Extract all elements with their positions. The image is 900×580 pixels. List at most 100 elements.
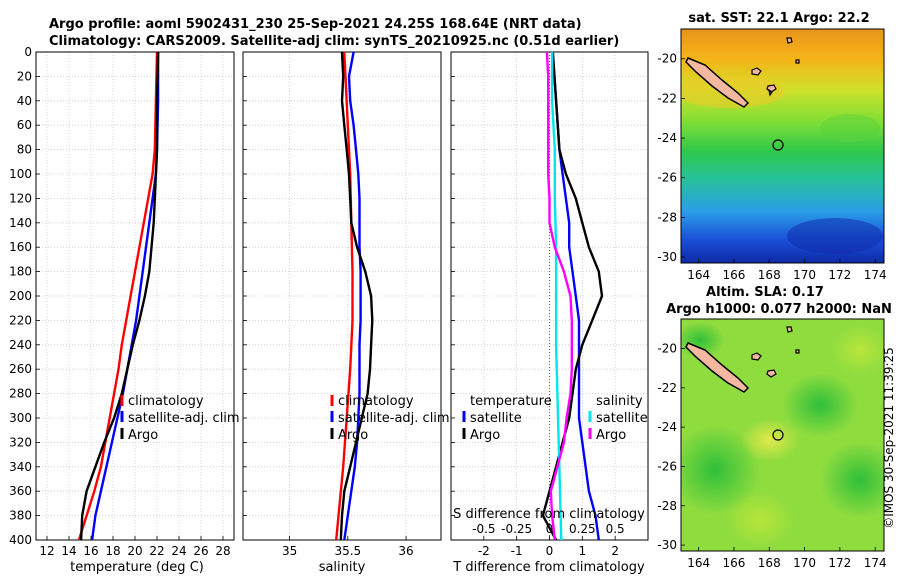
y-tick-label: 200 [9, 289, 32, 303]
y-tick-label: 0 [24, 45, 32, 59]
map-x-tick-label: 172 [828, 556, 851, 570]
map-x-tick-label: 166 [723, 268, 746, 282]
y-tick-label: 400 [9, 533, 32, 547]
y-tick-label: 280 [9, 387, 32, 401]
temperature-xlabel: temperature (deg C) [70, 560, 204, 575]
difference-top-xlabel: S difference from climatology [453, 507, 645, 522]
sla-map-ticks: 164 166 168 170 172 174 -20 -22 -24 -26 -28 -30 [657, 341, 886, 570]
y-tick-label: 220 [9, 313, 32, 327]
y-tick-label: 120 [9, 191, 32, 205]
x-tick-label: 16 [83, 544, 98, 558]
legend-label-satellite: satellite-adj. clim [128, 411, 240, 426]
salinity-legend: climatology satellite-adj. clim Argo [330, 394, 450, 443]
map-y-tick-label: -28 [657, 210, 677, 224]
sla-blob [725, 492, 795, 548]
difference-panel: -2 -1 0 1 2-0.5 -0.25 0 0.25 0.5 T difference fr… [450, 51, 649, 575]
difference-lines [541, 51, 604, 541]
salinity-panel: 35 35.5 36 salinity climatology satellite-… [242, 51, 450, 575]
sst-cool-patch [787, 218, 883, 254]
map-y-tick-label: -28 [657, 499, 677, 513]
y-tick-label: 160 [9, 240, 32, 254]
map-y-tick-label: -20 [657, 52, 677, 66]
y-tick-label: 320 [9, 435, 32, 449]
difference-legend: temperature satellite Argo salinity sate… [462, 394, 648, 443]
sla-blob [681, 425, 760, 515]
series-climatology [335, 51, 354, 541]
sst-map-frame [680, 28, 885, 264]
y-tick-label: 140 [9, 216, 32, 230]
y-tick-label: 360 [9, 484, 32, 498]
sla-blob [782, 373, 858, 437]
sla-argo-marker [772, 429, 784, 441]
y-tick-label: 260 [9, 362, 32, 376]
top-x-tick-label: -0.5 [472, 522, 495, 536]
map-y-tick-label: -24 [657, 131, 677, 145]
map-x-tick-label: 166 [723, 556, 746, 570]
x-tick-label: 2 [611, 544, 619, 558]
map-x-tick-label: 170 [793, 556, 816, 570]
x-tick-label: 26 [193, 544, 208, 558]
map-y-tick-label: -22 [657, 381, 677, 395]
x-tick-label: 28 [215, 544, 230, 558]
x-tick-label: 18 [105, 544, 120, 558]
x-tick-label: 14 [61, 544, 76, 558]
sst-map-ticks: 164 166 168 170 172 174 -20 -22 -24 -26 -28 -30 [657, 52, 886, 282]
temperature-panel: 0 20 40 60 80 100 120 140 160 180 200 220 240 260 280 3… [9, 45, 240, 575]
map-x-tick-label: 164 [687, 556, 710, 570]
y-tick-label: 240 [9, 338, 32, 352]
legend-label-t-satellite: satellite [470, 411, 522, 426]
sst-green-patch [820, 114, 880, 142]
figure-title-line2: Climatology: CARS2009. Satellite-adj cli… [49, 34, 619, 49]
sla-map-title-line1: Altim. SLA: 0.17 [706, 285, 824, 300]
map-y-tick-label: -20 [657, 341, 677, 355]
y-tick-label: 100 [9, 167, 32, 181]
legend-temperature-header: temperature [470, 394, 552, 409]
x-tick-label: 35 [282, 544, 297, 558]
series-t-argo [541, 51, 604, 541]
top-x-tick-label: -0.25 [501, 522, 532, 536]
map-x-tick-label: 174 [864, 556, 887, 570]
sst-map-title: sat. SST: 22.1 Argo: 22.2 [688, 11, 869, 26]
legend-label-argo: Argo [338, 428, 368, 443]
map-y-tick-label: -26 [657, 459, 677, 473]
sla-map-frame [680, 318, 885, 552]
temperature-legend: climatology satellite-adj. clim Argo [120, 394, 240, 443]
map-x-tick-label: 168 [758, 556, 781, 570]
salinity-lines [335, 51, 374, 541]
sst-land-islands [751, 37, 800, 97]
x-tick-label: 35.5 [334, 544, 361, 558]
top-x-tick-label: 0.5 [606, 522, 625, 536]
figure-title-line1: Argo profile: aoml 5902431_230 25-Sep-20… [49, 17, 582, 32]
series-s-argo [545, 51, 573, 541]
map-y-tick-label: -30 [657, 250, 677, 264]
y-tick-label: 60 [17, 118, 32, 132]
sla-map-title-line2: Argo h1000: 0.077 h2000: NaN [666, 302, 892, 317]
y-tick-label: 80 [17, 143, 32, 157]
y-tick-label: 20 [17, 69, 32, 83]
legend-label-satellite: satellite-adj. clim [338, 411, 450, 426]
x-tick-label: 24 [171, 544, 186, 558]
map-y-tick-label: -22 [657, 91, 677, 105]
y-tick-label: 380 [9, 509, 32, 523]
salinity-ticks: 35 35.5 36 [243, 51, 414, 558]
x-tick-label: 20 [127, 544, 142, 558]
x-tick-label: 12 [39, 544, 54, 558]
temperature-ticks: 0 20 40 60 80 100 120 140 160 180 200 220 240 260 280 3… [9, 45, 231, 558]
legend-label-s-argo: Argo [596, 428, 626, 443]
legend-label-s-satellite: satellite [596, 411, 648, 426]
salinity-grid [243, 51, 441, 541]
series-t-satellite [551, 51, 600, 541]
legend-label-argo: Argo [128, 428, 158, 443]
map-x-tick-label: 170 [793, 268, 816, 282]
map-y-tick-label: -30 [657, 538, 677, 552]
legend-salinity-header: salinity [596, 394, 643, 409]
x-tick-label: 22 [149, 544, 164, 558]
y-tick-label: 340 [9, 460, 32, 474]
x-tick-label: 0 [546, 544, 554, 558]
x-tick-label: 1 [579, 544, 587, 558]
map-x-tick-label: 174 [864, 268, 887, 282]
temperature-lines [77, 51, 160, 541]
sst-map-panel: sat. SST: 22.1 Argo: 22.2 164 166 168 170 17… [657, 11, 886, 282]
series-argo [79, 51, 160, 541]
map-y-tick-label: -24 [657, 420, 677, 434]
